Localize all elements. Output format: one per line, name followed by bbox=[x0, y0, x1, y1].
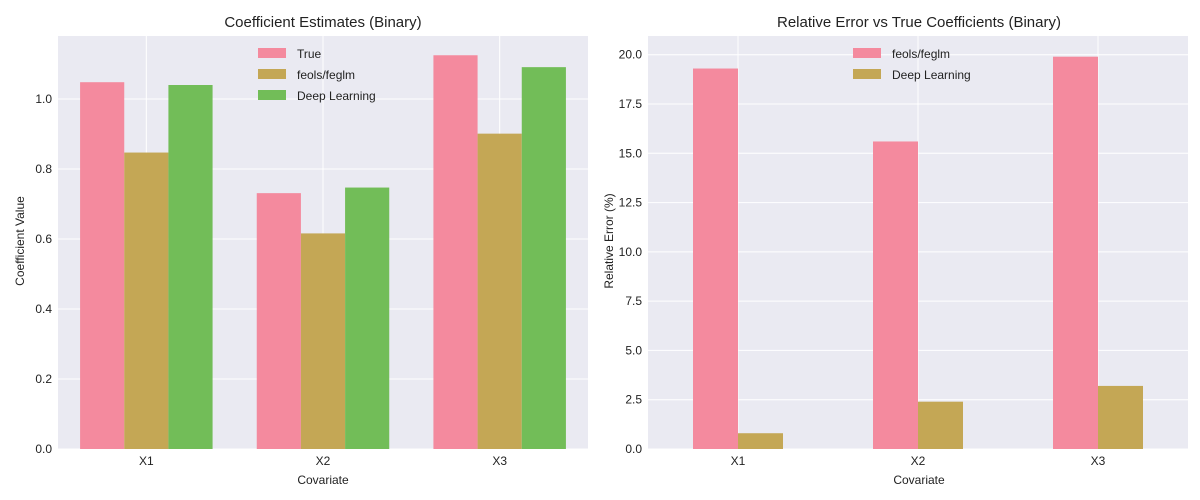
legend: True feols/feglm Deep Learning bbox=[258, 47, 376, 103]
bars bbox=[693, 56, 1143, 450]
y-tick-label: 0.2 bbox=[35, 372, 52, 386]
y-tick-label: 0.8 bbox=[35, 162, 52, 176]
y-tick-label: 15.0 bbox=[619, 146, 643, 160]
legend-swatch bbox=[258, 90, 286, 100]
y-tick-label: 1.0 bbox=[35, 92, 52, 106]
relative-error-chart: Relative Error vs True Coefficients (Bin… bbox=[602, 14, 1188, 487]
bar-deep-learning-x1 bbox=[738, 433, 783, 449]
legend-swatch bbox=[853, 48, 881, 58]
legend: feols/feglm Deep Learning bbox=[853, 47, 971, 82]
x-axis-label: Covariate bbox=[297, 473, 349, 487]
y-tick-label: 0.0 bbox=[35, 442, 52, 456]
legend-label: feols/feglm bbox=[892, 47, 950, 61]
legend-label: Deep Learning bbox=[892, 68, 971, 82]
legend-label: feols/feglm bbox=[297, 68, 355, 82]
bar-feols-feglm-x2 bbox=[300, 233, 346, 449]
y-tick-label: 5.0 bbox=[625, 343, 642, 357]
bars bbox=[80, 55, 566, 450]
y-tick-label: 17.5 bbox=[619, 97, 643, 111]
bar-true-x2 bbox=[256, 193, 301, 449]
y-tick-label: 0.4 bbox=[35, 302, 52, 316]
x-tick-label: X1 bbox=[731, 454, 746, 468]
y-tick-label: 20.0 bbox=[619, 48, 643, 62]
bar-deep-learning-x1 bbox=[168, 85, 213, 449]
y-axis-label: Coefficient Value bbox=[13, 196, 27, 286]
y-tick-label: 0.6 bbox=[35, 232, 52, 246]
bar-feols-feglm-x1 bbox=[124, 152, 169, 450]
bar-deep-learning-x2 bbox=[345, 187, 390, 450]
legend-label: True bbox=[297, 47, 322, 61]
chart-title: Coefficient Estimates (Binary) bbox=[224, 14, 421, 31]
bar-feols-feglm-x1 bbox=[693, 68, 738, 450]
x-tick-label: X2 bbox=[316, 454, 331, 468]
legend-label: Deep Learning bbox=[297, 89, 376, 103]
bar-deep-learning-x3 bbox=[1098, 385, 1143, 449]
y-axis-label: Relative Error (%) bbox=[602, 193, 616, 288]
bar-true-x3 bbox=[433, 55, 478, 449]
bar-feols-feglm-x2 bbox=[873, 141, 918, 449]
coefficient-estimates-chart: Coefficient Estimates (Binary) Covariate… bbox=[13, 14, 588, 487]
x-axis-label: Covariate bbox=[893, 473, 945, 487]
x-tick-label: X2 bbox=[911, 454, 926, 468]
y-tick-label: 12.5 bbox=[619, 196, 643, 210]
bar-feols-feglm-x3 bbox=[1053, 56, 1098, 450]
x-tick-label: X1 bbox=[139, 454, 154, 468]
y-tick-label: 10.0 bbox=[619, 245, 643, 259]
x-tick-label: X3 bbox=[492, 454, 507, 468]
bar-feols-feglm-x3 bbox=[477, 133, 522, 449]
legend-swatch bbox=[853, 69, 881, 79]
y-tick-label: 2.5 bbox=[625, 393, 642, 407]
chart-title: Relative Error vs True Coefficients (Bin… bbox=[777, 14, 1061, 31]
bar-deep-learning-x2 bbox=[918, 401, 963, 449]
x-tick-label: X3 bbox=[1091, 454, 1106, 468]
bar-true-x1 bbox=[80, 82, 125, 449]
legend-swatch bbox=[258, 48, 286, 58]
bar-deep-learning-x3 bbox=[521, 67, 566, 450]
y-tick-label: 7.5 bbox=[625, 294, 642, 308]
y-tick-label: 0.0 bbox=[625, 442, 642, 456]
legend-swatch bbox=[258, 69, 286, 79]
